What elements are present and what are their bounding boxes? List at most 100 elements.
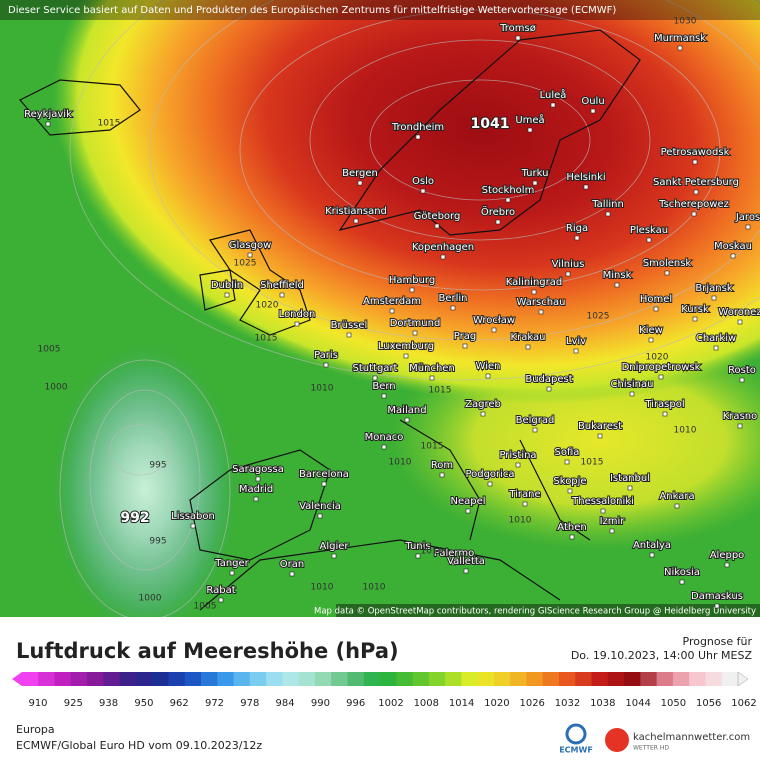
city-label: Wien <box>476 361 501 372</box>
city-marker <box>546 386 552 392</box>
city-label: Dnipropetrowsk <box>622 362 701 373</box>
city-marker <box>463 568 469 574</box>
color-cell <box>721 672 739 686</box>
city-label: Istanbul <box>610 473 650 484</box>
legend-tick-label: 1056 <box>696 698 721 709</box>
legend-tick-label: 1044 <box>625 698 650 709</box>
city-marker <box>462 343 468 349</box>
city-marker <box>692 316 698 322</box>
city-label: Wrocław <box>473 315 515 326</box>
city-marker <box>527 127 533 133</box>
legend-tick-label: 910 <box>28 698 47 709</box>
city-marker <box>515 35 521 41</box>
color-cell <box>575 672 593 686</box>
city-label: Göteborg <box>414 211 461 222</box>
color-cell <box>298 672 316 686</box>
city-marker <box>692 159 698 165</box>
color-cell <box>168 672 186 686</box>
city-label: Woronez <box>718 307 760 318</box>
city-label: Tscherepowez <box>658 199 729 210</box>
color-cell <box>542 672 560 686</box>
notice-bar <box>0 0 760 20</box>
isobar-label: 995 <box>149 461 166 471</box>
city-marker <box>693 189 699 195</box>
map: Dieser Service basiert auf Daten und Pro… <box>0 0 760 640</box>
city-label: Lviv <box>566 336 586 347</box>
model-run: ECMWF/Global Euro HD vom 09.10.2023/12z <box>16 739 262 752</box>
city-label: Algier <box>319 541 349 552</box>
city-marker <box>567 488 573 494</box>
city-label: München <box>409 363 455 374</box>
color-cell <box>363 672 381 686</box>
city-marker <box>522 501 528 507</box>
city-marker <box>711 295 717 301</box>
city-marker <box>353 218 359 224</box>
city-label: Budapest <box>525 374 572 385</box>
isobar-label: 1010 <box>311 384 334 394</box>
city-marker <box>737 423 743 429</box>
city-marker <box>662 411 668 417</box>
city-label: Sankt Petersburg <box>653 177 739 188</box>
color-cell <box>119 672 137 686</box>
color-bar: 910 925 938 950 962 972 978 984 990 996 1002 1008 10… <box>12 671 757 709</box>
city-label: Rabat <box>206 585 235 596</box>
city-label: Oran <box>280 559 304 570</box>
color-cell <box>591 672 609 686</box>
legend-tick-label: 1008 <box>414 698 439 709</box>
color-cell <box>331 672 348 686</box>
color-cell <box>656 672 674 686</box>
legend-tick-label: 1026 <box>519 698 544 709</box>
city-marker <box>429 375 435 381</box>
city-label: Prag <box>454 331 476 342</box>
city-marker <box>653 306 659 312</box>
city-marker <box>255 476 261 482</box>
color-cell <box>705 672 723 686</box>
legend-tick-label: 950 <box>134 698 153 709</box>
city-label: Antalya <box>633 540 671 551</box>
city-label: Glasgow <box>229 240 272 251</box>
city-marker <box>323 362 329 368</box>
city-marker <box>714 603 720 609</box>
city-label: Turku <box>521 168 549 179</box>
isobar-label: 1015 <box>429 386 452 396</box>
city-label: Valletta <box>447 556 485 567</box>
city-marker <box>515 462 521 468</box>
legend-tick-label: 1062 <box>731 698 756 709</box>
city-label: Bern <box>372 381 395 392</box>
city-label: Madrid <box>239 484 273 495</box>
city-label: Charkiw <box>696 333 736 344</box>
legend-tick-label: 984 <box>276 698 295 709</box>
city-marker <box>321 481 327 487</box>
color-cell <box>152 672 169 686</box>
city-marker <box>331 553 337 559</box>
color-cell <box>640 672 658 686</box>
attribution-bar <box>336 604 760 617</box>
city-marker <box>465 508 471 514</box>
isobar-label: 1010 <box>509 516 532 526</box>
pressure-field <box>50 340 240 640</box>
city-label: Bukarest <box>578 421 622 432</box>
site-name: kachelmannwetter.com <box>633 732 750 743</box>
color-cell <box>266 672 283 686</box>
city-marker <box>415 134 421 140</box>
city-label: Ankara <box>659 491 694 502</box>
forecast-label: Prognose für <box>683 635 753 648</box>
city-marker <box>247 252 253 258</box>
isobar-label: 1000 <box>45 383 68 393</box>
color-cell <box>510 672 527 686</box>
forecast-time: Do. 19.10.2023, 14:00 Uhr MESZ <box>571 649 753 662</box>
legend-tick-label: 1032 <box>555 698 580 709</box>
city-label: Tallinn <box>591 199 624 210</box>
city-marker <box>532 180 538 186</box>
city-marker <box>609 528 615 534</box>
city-marker <box>745 224 751 230</box>
city-label: Zagreb <box>465 399 501 410</box>
city-marker <box>487 481 493 487</box>
city-marker <box>229 570 235 576</box>
city-label: Oulu <box>581 96 604 107</box>
city-marker <box>605 211 611 217</box>
city-label: Rosto <box>728 365 756 376</box>
city-marker <box>224 292 230 298</box>
